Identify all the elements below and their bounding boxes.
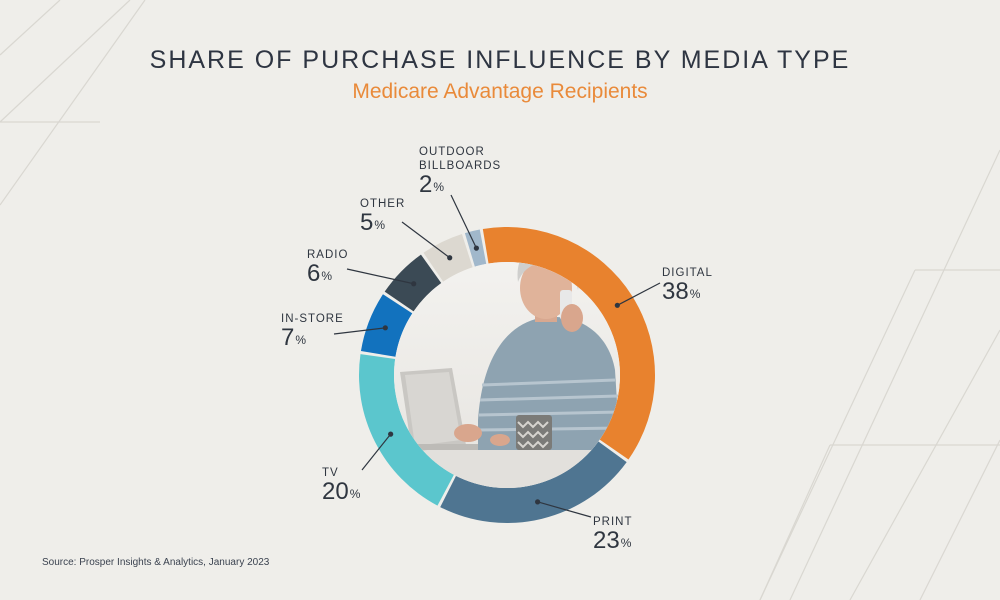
slice-value-unit: % (689, 287, 701, 301)
slice-label-name: OUTDOOR (419, 146, 485, 158)
leader-line (537, 501, 592, 518)
leader-line (346, 268, 414, 285)
slice-value: 23% (593, 529, 631, 553)
slice-label: TV 20% (322, 466, 360, 504)
leader-line (401, 221, 451, 259)
slice-value-unit: % (620, 536, 632, 550)
source-note: Source: Prosper Insights & Analytics, Ja… (42, 557, 270, 568)
slice-tv (359, 354, 454, 506)
slice-value-unit: % (349, 487, 361, 501)
slice-value-number: 7 (281, 324, 295, 351)
slice-value-number: 6 (307, 260, 321, 287)
slice-value: 5% (360, 211, 385, 235)
leader-line (361, 433, 392, 471)
slice-value-unit: % (321, 269, 333, 283)
slice-label-name: BILLBOARDS (419, 160, 502, 172)
slice-value-unit: % (374, 218, 386, 232)
slice-label-name: DIGITAL (662, 267, 713, 279)
slice-label: RADIO 6% (307, 248, 348, 286)
page-title: SHARE OF PURCHASE INFLUENCE BY MEDIA TYP… (149, 46, 851, 74)
slice-label-name: OTHER (360, 198, 406, 210)
slice-label: PRINT 23% (593, 515, 633, 553)
leader-line (333, 327, 386, 335)
slice-value: 7% (281, 326, 306, 350)
woman-on-phone-photo (394, 262, 620, 488)
slice-value-number: 38 (662, 278, 689, 305)
leader-dot (473, 245, 479, 251)
slice-label-name: RADIO (307, 249, 349, 261)
leader-dot (535, 499, 541, 505)
slice-value: 38% (662, 280, 700, 304)
slice-value-number: 2 (419, 171, 433, 198)
slice-label: IN-STORE 7% (281, 312, 344, 350)
slice-value-unit: % (433, 180, 445, 194)
slice-value: 2% (419, 173, 444, 197)
page-subtitle: Medicare Advantage Recipients (352, 80, 648, 103)
slice-value: 6% (307, 262, 332, 286)
slice-value-number: 23 (593, 527, 620, 554)
leader-dot (382, 325, 388, 331)
slice-label-name: PRINT (593, 516, 633, 528)
leader-dot (388, 431, 394, 437)
slice-in-store (360, 294, 413, 357)
leader-line (617, 282, 661, 306)
slice-value-unit: % (295, 333, 307, 347)
slice-value: 20% (322, 480, 360, 504)
slice-label: OUTDOOR BILLBOARDS 2% (419, 145, 501, 197)
leader-dot (411, 281, 417, 287)
slice-value-number: 5 (360, 209, 374, 236)
slice-print (440, 441, 627, 523)
slice-digital (482, 227, 655, 460)
slice-label-name: IN-STORE (281, 313, 344, 325)
slice-value-number: 20 (322, 478, 349, 505)
slice-label-name: TV (322, 467, 339, 479)
slice-label: DIGITAL 38% (662, 266, 713, 304)
slice-label: OTHER 5% (360, 197, 405, 235)
leader-line (450, 194, 477, 249)
leader-dot (447, 255, 453, 261)
leader-dot (614, 302, 620, 308)
